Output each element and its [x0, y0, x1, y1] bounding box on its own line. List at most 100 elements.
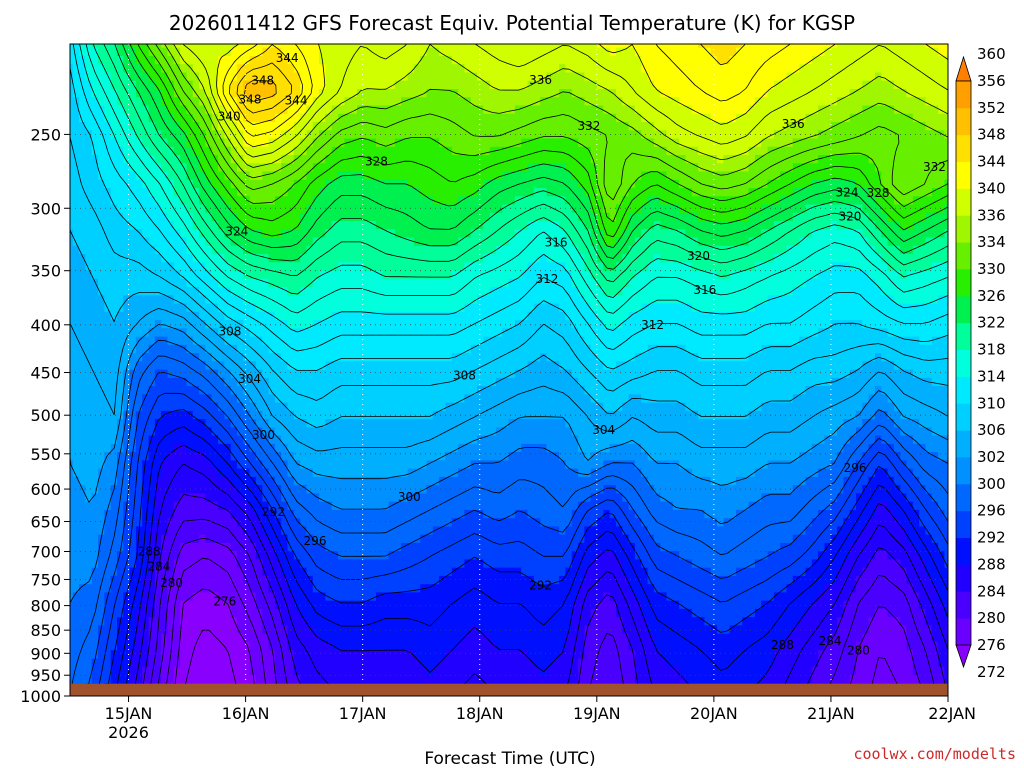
heatmap-cell [698, 105, 706, 115]
heatmap-cell [293, 122, 301, 132]
heatmap-cell [761, 105, 769, 115]
heatmap-cell [262, 113, 270, 123]
heatmap-cell [843, 146, 851, 156]
heatmap-cell [679, 262, 687, 272]
heatmap-cell [357, 171, 365, 181]
heatmap-cell [931, 155, 939, 165]
heatmap-cell [824, 64, 832, 74]
heatmap-cell [679, 188, 687, 198]
heatmap-cell [274, 89, 282, 99]
heatmap-cell [154, 155, 162, 165]
heatmap-cell [211, 89, 219, 99]
heatmap-cell [710, 212, 718, 222]
heatmap-cell [413, 303, 421, 313]
heatmap-cell [679, 320, 687, 330]
heatmap-cell [666, 64, 674, 74]
heatmap-cell [729, 113, 737, 123]
heatmap-cell [780, 212, 788, 222]
heatmap-cell [887, 171, 895, 181]
heatmap-cell [723, 64, 731, 74]
heatmap-cell [811, 221, 819, 231]
heatmap-cell [230, 44, 238, 49]
heatmap-cell [230, 278, 238, 288]
heatmap-cell [470, 229, 478, 239]
heatmap-cell [199, 122, 207, 132]
heatmap-cell [376, 212, 384, 222]
heatmap-cell [780, 138, 788, 148]
heatmap-cell [230, 196, 238, 206]
heatmap-cell [237, 44, 245, 49]
heatmap-cell [413, 44, 421, 49]
heatmap-cell [445, 130, 453, 140]
heatmap-cell [906, 295, 914, 305]
heatmap-cell [268, 237, 276, 247]
heatmap-cell [205, 303, 213, 313]
heatmap-cell [780, 146, 788, 156]
heatmap-cell [748, 171, 756, 181]
heatmap-cell [634, 295, 642, 305]
heatmap-cell [754, 171, 762, 181]
heatmap-cell [224, 80, 232, 90]
heatmap-cell [363, 138, 371, 148]
heatmap-cell [464, 262, 472, 272]
heatmap-cell [723, 44, 731, 49]
heatmap-cell [565, 262, 573, 272]
heatmap-cell [363, 163, 371, 173]
heatmap-cell [597, 155, 605, 165]
heatmap-cell [830, 303, 838, 313]
heatmap-cell [679, 56, 687, 66]
heatmap-cell [496, 245, 504, 255]
heatmap-cell [199, 196, 207, 206]
heatmap-cell [237, 113, 245, 123]
heatmap-cell [104, 229, 112, 239]
heatmap-cell [584, 155, 592, 165]
heatmap-cell [704, 130, 712, 140]
heatmap-cell [180, 72, 188, 82]
heatmap-cell [262, 179, 270, 189]
heatmap-cell [540, 64, 548, 74]
heatmap-cell [306, 44, 314, 49]
heatmap-cell [666, 130, 674, 140]
heatmap-cell [274, 47, 282, 57]
heatmap-cell [249, 237, 257, 247]
heatmap-cell [938, 287, 946, 297]
heatmap-cell [186, 204, 194, 214]
heatmap-cell [154, 270, 162, 280]
heatmap-cell [312, 245, 320, 255]
heatmap-cell [293, 188, 301, 198]
heatmap-cell [502, 130, 510, 140]
heatmap-cell [565, 105, 573, 115]
heatmap-cell [521, 196, 529, 206]
heatmap-cell [818, 47, 826, 57]
heatmap-cell [761, 212, 769, 222]
heatmap-cell [388, 311, 396, 321]
heatmap-cell [837, 44, 845, 49]
heatmap-cell [161, 262, 169, 272]
heatmap-cell [180, 44, 188, 49]
heatmap-cell [300, 105, 308, 115]
heatmap-cell [710, 221, 718, 231]
heatmap-cell [338, 155, 346, 165]
heatmap-cell [603, 155, 611, 165]
heatmap-cell [123, 89, 131, 99]
heatmap-cell [464, 179, 472, 189]
heatmap-cell [616, 311, 624, 321]
heatmap-cell [546, 311, 554, 321]
heatmap-cell [211, 196, 219, 206]
heatmap-cell [767, 89, 775, 99]
heatmap-cell [811, 245, 819, 255]
heatmap-cell [369, 303, 377, 313]
heatmap-cell [944, 47, 948, 57]
heatmap-cell [521, 229, 529, 239]
heatmap-cell [306, 64, 314, 74]
heatmap-cell [666, 72, 674, 82]
heatmap-cell [148, 303, 156, 313]
heatmap-cell [653, 328, 661, 338]
heatmap-cell [142, 47, 150, 57]
heatmap-cell [319, 245, 327, 255]
heatmap-cell [79, 64, 87, 74]
heatmap-cell [830, 179, 838, 189]
heatmap-cell [464, 171, 472, 181]
heatmap-cell [546, 303, 554, 313]
heatmap-cell [805, 254, 813, 264]
